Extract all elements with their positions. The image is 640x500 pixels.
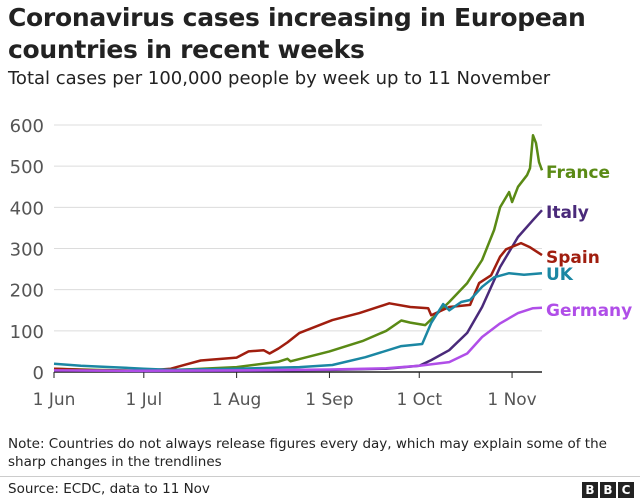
x-tick-label: 1 Jun [33, 390, 76, 410]
divider [0, 476, 640, 477]
y-tick-label: 300 [10, 240, 44, 261]
series-line-germany [53, 306, 543, 373]
logo-b2: B [600, 482, 616, 498]
x-tick-label: 1 Nov [487, 390, 536, 410]
series-label-italy: Italy [546, 203, 589, 223]
line-chart: 0 100 200 300 400 500 600 1 Jun 1 Jul 1 Aug 1 Sep 1… [10, 116, 633, 410]
y-tick-label: 100 [10, 322, 44, 343]
series-label-uk: UK [546, 265, 574, 285]
series-label-france: France [546, 163, 610, 183]
chart-subtitle: Total cases per 100,000 people by week u… [8, 68, 551, 89]
x-tick-label: 1 Aug [212, 390, 261, 410]
series-line-uk [53, 271, 543, 372]
series-label-spain: Spain [546, 248, 600, 268]
x-tick-label: 1 Oct [396, 390, 442, 410]
chart-title: Coronavirus cases increasing in European… [8, 3, 586, 64]
x-tick-label: 1 Jul [125, 390, 162, 410]
series-label-germany: Germany [546, 301, 632, 321]
y-tick-label: 500 [10, 157, 44, 178]
source-text: Source: ECDC, data to 11 Nov [8, 481, 210, 497]
y-tick-label: 400 [10, 198, 44, 219]
y-tick-label: 600 [10, 116, 44, 137]
y-tick-label: 200 [10, 281, 44, 302]
chart-note: Note: Countries do not always release fi… [8, 436, 607, 470]
series-line-spain [53, 241, 543, 373]
y-tick-label: 0 [33, 363, 44, 384]
x-tick-label: 1 Sep [305, 390, 353, 410]
logo-c: C [618, 482, 634, 498]
logo-b1: B [582, 482, 598, 498]
series-line-italy [53, 209, 543, 373]
